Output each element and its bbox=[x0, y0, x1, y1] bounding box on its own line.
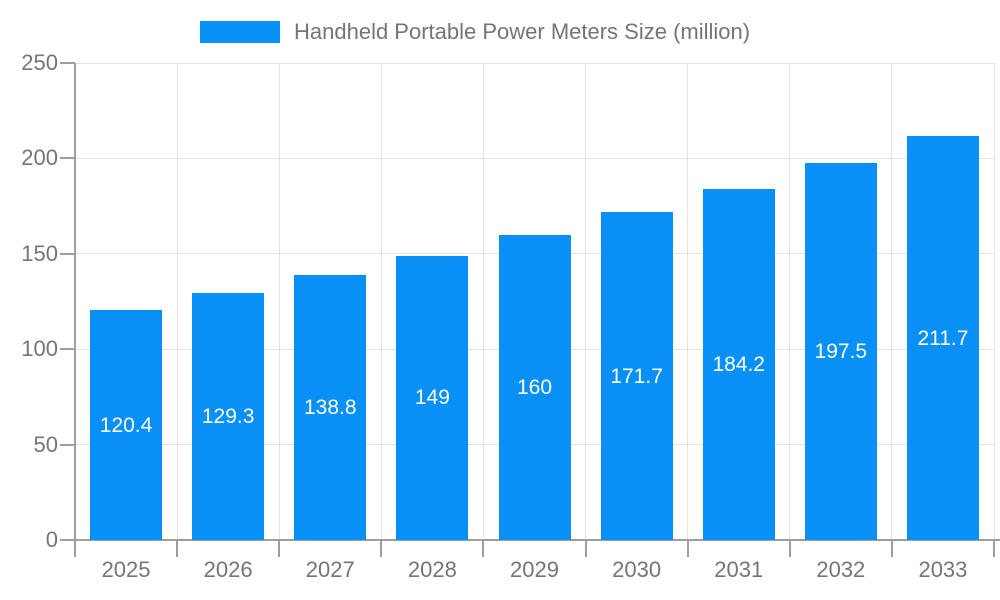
x-axis-line bbox=[74, 539, 1000, 541]
bar-value-label: 149 bbox=[414, 386, 450, 410]
x-tick-label: 2027 bbox=[305, 557, 355, 582]
bar-2025[interactable]: 120.4 bbox=[90, 310, 163, 540]
bar-2027[interactable]: 138.8 bbox=[294, 275, 367, 540]
x-axis-tick bbox=[788, 540, 791, 557]
x-tick-label: 2033 bbox=[918, 557, 968, 582]
y-tick-label: 0 bbox=[45, 527, 58, 552]
x-tick-label: 2029 bbox=[510, 557, 559, 582]
legend-label: Handheld Portable Power Meters Size (mil… bbox=[294, 19, 751, 44]
x-axis-tick bbox=[993, 540, 995, 557]
bar-value-label: 129.3 bbox=[201, 405, 255, 429]
bar-value-label: 197.5 bbox=[814, 340, 868, 364]
gridline-horizontal bbox=[75, 62, 994, 64]
y-axis-line bbox=[74, 63, 76, 557]
gridline-vertical bbox=[176, 63, 178, 540]
bar-2031[interactable]: 184.2 bbox=[702, 188, 775, 540]
y-axis-tick bbox=[60, 443, 75, 446]
bar-2029[interactable]: 160 bbox=[498, 234, 571, 540]
y-tick-label: 50 bbox=[33, 431, 58, 457]
y-axis-tick bbox=[60, 252, 75, 255]
bar-value-label: 211.7 bbox=[917, 326, 969, 350]
bar-value-label: 120.4 bbox=[99, 413, 153, 437]
bar-2028[interactable]: 149 bbox=[396, 255, 469, 540]
x-tick-label: 2025 bbox=[101, 557, 151, 582]
y-tick-label: 150 bbox=[21, 240, 58, 266]
x-axis-tick bbox=[482, 540, 485, 557]
x-axis-tick bbox=[380, 540, 383, 557]
y-axis-tick bbox=[60, 348, 75, 351]
gridline-horizontal bbox=[75, 157, 994, 159]
y-axis-tick bbox=[60, 157, 75, 160]
gridline-vertical bbox=[993, 63, 995, 540]
gridline-vertical bbox=[585, 63, 587, 540]
x-tick-label: 2032 bbox=[816, 557, 866, 582]
legend-swatch bbox=[200, 21, 280, 43]
bar-value-label: 160 bbox=[516, 375, 553, 399]
bar-value-label: 138.8 bbox=[303, 396, 357, 420]
gridline-vertical bbox=[380, 63, 382, 540]
bar-value-label: 184.2 bbox=[712, 352, 765, 376]
x-axis-tick bbox=[278, 540, 281, 557]
y-axis-tick bbox=[60, 539, 75, 541]
gridline-vertical bbox=[482, 63, 484, 540]
x-axis-tick bbox=[686, 540, 689, 557]
x-axis-tick bbox=[176, 540, 179, 557]
x-axis-tick bbox=[584, 540, 587, 557]
x-tick-label: 2028 bbox=[407, 557, 457, 582]
bar-2030[interactable]: 171.7 bbox=[600, 212, 673, 540]
x-tick-label: 2026 bbox=[203, 557, 253, 582]
x-axis-tick bbox=[890, 540, 893, 557]
gridline-vertical bbox=[687, 63, 689, 540]
gridline-vertical bbox=[789, 63, 791, 540]
x-tick-label: 2031 bbox=[714, 557, 764, 582]
y-tick-label: 250 bbox=[21, 50, 58, 75]
bar-2026[interactable]: 129.3 bbox=[192, 293, 265, 540]
bar-2033[interactable]: 211.7 bbox=[906, 136, 979, 540]
gridline-vertical bbox=[891, 63, 893, 540]
gridline-vertical bbox=[278, 63, 280, 540]
bar-value-label: 171.7 bbox=[610, 364, 663, 388]
y-axis-tick bbox=[60, 62, 75, 64]
legend-item[interactable]: Handheld Portable Power Meters Size (mil… bbox=[200, 20, 750, 44]
y-tick-label: 200 bbox=[21, 145, 58, 171]
x-tick-label: 2030 bbox=[612, 557, 662, 582]
bar-2032[interactable]: 197.5 bbox=[804, 163, 877, 540]
y-tick-label: 100 bbox=[21, 336, 58, 362]
